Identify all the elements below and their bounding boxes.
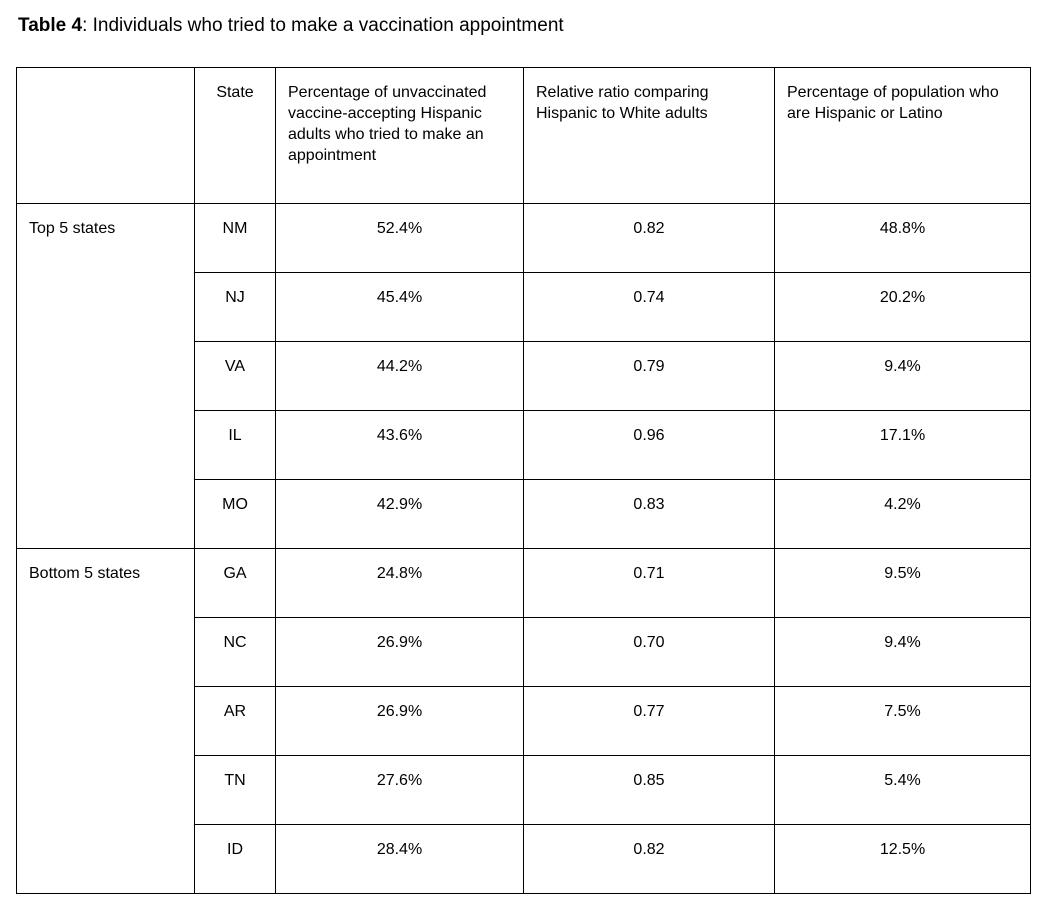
state-cell: IL [194,410,276,480]
pct-tried-cell: 24.8% [275,548,524,618]
group-label-cell-bottom5: Bottom 5 states [16,548,195,894]
state-cell: NM [194,203,276,273]
pct-hispanic-cell: 4.2% [774,479,1031,549]
pct-tried-cell: 42.9% [275,479,524,549]
state-cell: NC [194,617,276,687]
state-cell: TN [194,755,276,825]
pct-hispanic-cell: 12.5% [774,824,1031,894]
table-row: IL 43.6% 0.96 17.1% [17,410,1031,480]
pct-tried-cell: 52.4% [275,203,524,273]
ratio-cell: 0.71 [523,548,775,618]
pct-tried-cell: 27.6% [275,755,524,825]
vaccination-appointment-table: State Percentage of unvaccinated vaccine… [16,67,1031,894]
ratio-cell: 0.82 [523,203,775,273]
table-header-row: State Percentage of unvaccinated vaccine… [16,67,1031,204]
table-row: TN 27.6% 0.85 5.4% [17,755,1031,825]
pct-hispanic-cell: 7.5% [774,686,1031,756]
table-row: NJ 45.4% 0.74 20.2% [17,272,1031,342]
group-label-cell-top5: Top 5 states [16,203,195,549]
col-header-pct-tried: Percentage of unvaccinated vaccine-accep… [275,67,524,204]
pct-hispanic-cell: 48.8% [774,203,1031,273]
pct-tried-cell: 44.2% [275,341,524,411]
state-cell: ID [194,824,276,894]
state-cell: AR [194,686,276,756]
ratio-cell: 0.83 [523,479,775,549]
pct-hispanic-cell: 9.4% [774,617,1031,687]
ratio-cell: 0.82 [523,824,775,894]
col-header-ratio: Relative ratio comparing Hispanic to Whi… [523,67,775,204]
table-caption-text: : Individuals who tried to make a vaccin… [82,15,564,36]
table-row: NC 26.9% 0.70 9.4% [17,617,1031,687]
pct-hispanic-cell: 5.4% [774,755,1031,825]
ratio-cell: 0.96 [523,410,775,480]
pct-hispanic-cell: 17.1% [774,410,1031,480]
col-header-state: State [194,67,276,204]
table-row: AR 26.9% 0.77 7.5% [17,686,1031,756]
state-cell: MO [194,479,276,549]
table-row: VA 44.2% 0.79 9.4% [17,341,1031,411]
table-row: Top 5 states NM 52.4% 0.82 48.8% [16,203,1031,549]
ratio-cell: 0.70 [523,617,775,687]
ratio-cell: 0.85 [523,755,775,825]
pct-tried-cell: 45.4% [275,272,524,342]
table-caption-label: Table 4 [18,15,83,36]
pct-tried-cell: 28.4% [275,824,524,894]
state-cell: VA [194,341,276,411]
state-cell: NJ [194,272,276,342]
ratio-cell: 0.77 [523,686,775,756]
pct-tried-cell: 26.9% [275,617,524,687]
table-row: MO 42.9% 0.83 4.2% [17,479,1031,549]
pct-hispanic-cell: 20.2% [774,272,1031,342]
corner-header-cell [16,67,195,204]
pct-tried-cell: 43.6% [275,410,524,480]
state-cell: GA [194,548,276,618]
table-row: ID 28.4% 0.82 12.5% [17,824,1031,894]
pct-hispanic-cell: 9.5% [774,548,1031,618]
ratio-cell: 0.79 [523,341,775,411]
pct-tried-cell: 26.9% [275,686,524,756]
table-row: Bottom 5 states GA 24.8% 0.71 9.5% [16,548,1031,894]
table-caption: Table 4: Individuals who tried to make a… [18,14,1064,38]
col-header-pct-hispanic: Percentage of population who are Hispani… [774,67,1031,204]
ratio-cell: 0.74 [523,272,775,342]
pct-hispanic-cell: 9.4% [774,341,1031,411]
